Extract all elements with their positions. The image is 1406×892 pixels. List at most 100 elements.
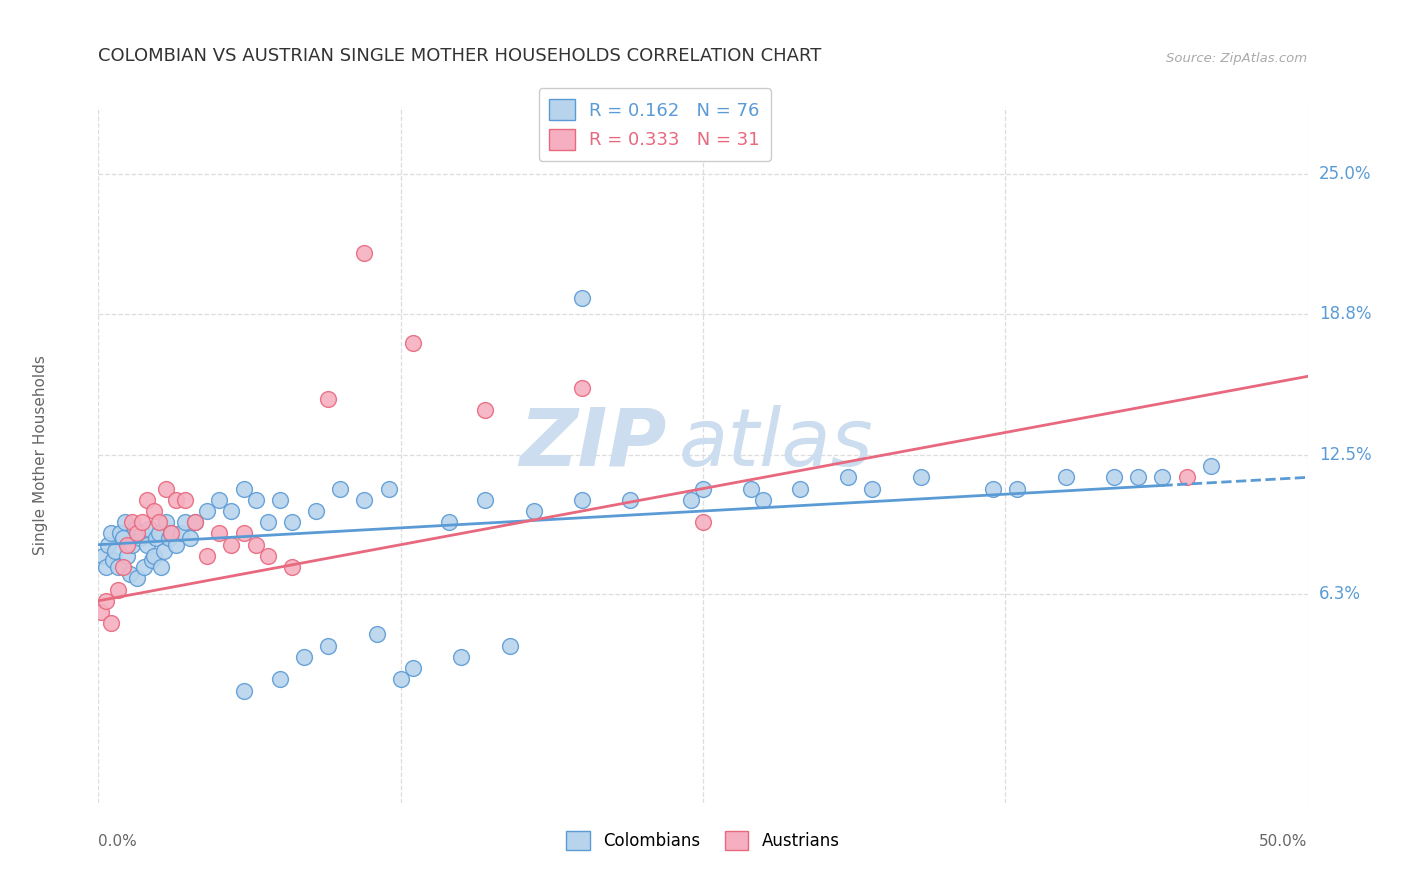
Point (316, 639, 339, 653)
Point (100, 616, 122, 631)
Text: Single Mother Households: Single Mother Households (32, 355, 48, 555)
Point (118, 566, 141, 581)
Point (1128, 470, 1150, 484)
Point (97, 538, 120, 552)
Point (157, 531, 180, 545)
Point (269, 673, 291, 687)
Point (232, 526, 254, 541)
Point (155, 482, 177, 496)
Point (571, 381, 593, 395)
Point (195, 504, 218, 518)
Point (104, 544, 127, 558)
Text: COLOMBIAN VS AUSTRIAN SINGLE MOTHER HOUSEHOLDS CORRELATION CHART: COLOMBIAN VS AUSTRIAN SINGLE MOTHER HOUS… (98, 47, 821, 65)
Point (292, 649, 315, 664)
Point (981, 482, 1004, 496)
Text: Source: ZipAtlas.com: Source: ZipAtlas.com (1167, 53, 1308, 65)
Point (131, 515, 153, 529)
Point (571, 492, 593, 507)
Point (124, 522, 146, 536)
Point (571, 291, 593, 305)
Point (107, 582, 129, 597)
Point (117, 549, 139, 563)
Point (100, 526, 122, 541)
Point (117, 538, 139, 552)
Point (752, 492, 775, 507)
Point (101, 553, 124, 567)
Point (90, 605, 112, 619)
Point (1199, 459, 1222, 474)
Point (789, 482, 811, 496)
Point (107, 560, 129, 574)
Point (256, 515, 278, 529)
Point (184, 515, 207, 529)
Point (128, 531, 150, 545)
Point (1102, 470, 1125, 484)
Point (195, 549, 218, 563)
Point (160, 526, 183, 541)
Point (160, 526, 183, 541)
Point (152, 544, 174, 558)
Point (437, 515, 460, 529)
Point (143, 504, 166, 518)
Point (155, 515, 177, 529)
Point (1054, 470, 1077, 484)
Point (174, 515, 197, 529)
Point (1175, 470, 1198, 484)
Point (127, 526, 149, 541)
Text: 25.0%: 25.0% (1319, 165, 1371, 184)
Point (523, 504, 546, 518)
Point (148, 526, 170, 541)
Point (353, 492, 375, 507)
Point (179, 531, 201, 545)
Point (91, 549, 114, 563)
Point (860, 482, 883, 496)
Point (837, 470, 859, 484)
Text: 6.3%: 6.3% (1319, 585, 1361, 603)
Point (402, 661, 425, 675)
Point (184, 515, 207, 529)
Point (232, 482, 254, 496)
Text: atlas: atlas (679, 405, 873, 483)
Point (94, 594, 117, 608)
Point (353, 246, 375, 260)
Point (619, 492, 641, 507)
Text: 0.0%: 0.0% (98, 834, 138, 849)
Point (111, 531, 134, 545)
Point (135, 538, 157, 552)
Point (221, 538, 243, 552)
Point (1152, 470, 1174, 484)
Point (121, 538, 143, 552)
Point (245, 492, 267, 507)
Text: 18.8%: 18.8% (1319, 304, 1371, 323)
Point (143, 549, 166, 563)
Point (94, 560, 117, 574)
Point (281, 515, 304, 529)
Point (111, 560, 134, 574)
Point (389, 673, 412, 687)
Point (450, 649, 472, 664)
Point (134, 560, 156, 574)
Text: 50.0%: 50.0% (1260, 834, 1308, 849)
Point (165, 492, 187, 507)
Point (135, 492, 157, 507)
Point (232, 683, 254, 698)
Point (121, 515, 143, 529)
Point (245, 538, 267, 552)
Point (377, 482, 399, 496)
Point (269, 492, 291, 507)
Point (108, 526, 131, 541)
Point (169, 526, 191, 541)
Point (148, 515, 170, 529)
Point (692, 482, 714, 496)
Point (910, 470, 932, 484)
Point (114, 515, 136, 529)
Text: ZIP: ZIP (519, 405, 666, 483)
Point (305, 504, 328, 518)
Legend: Colombians, Austrians: Colombians, Austrians (560, 824, 846, 857)
Point (402, 335, 425, 350)
Point (474, 492, 496, 507)
Point (131, 526, 153, 541)
Point (208, 492, 231, 507)
Point (281, 560, 304, 574)
Point (740, 482, 762, 496)
